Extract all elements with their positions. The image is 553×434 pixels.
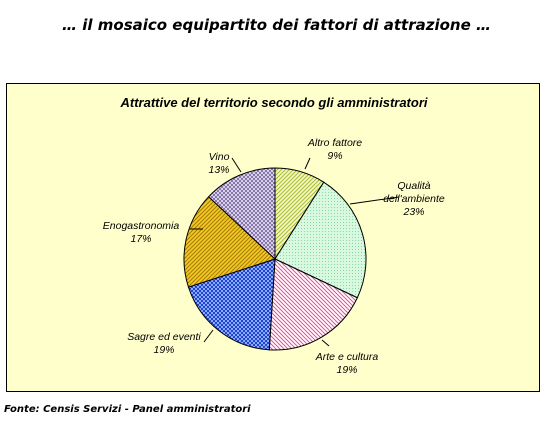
leader-line (203, 329, 214, 343)
page-heading: … il mosaico equipartito dei fattori di … (62, 16, 491, 34)
slice-label: Qualità dell'ambiente 23% (383, 180, 445, 218)
slice-label: Arte e cultura 19% (315, 351, 379, 376)
pie-slice-enogastronomia (183, 196, 276, 288)
leader-line (304, 157, 311, 170)
chart-title: Attrattive del territorio secondo gli am… (120, 95, 428, 110)
slice-label: Sagre ed eventi 19% (127, 331, 201, 356)
pie-slice-sagre-ed-eventi (187, 258, 276, 351)
slice-label: Enogastronomia 17% (103, 220, 180, 245)
chart-panel: Attrattive del territorio secondo gli am… (6, 83, 540, 392)
leader-line (349, 196, 400, 205)
pie-chart: Attrattive del territorio secondo gli am… (103, 95, 445, 376)
pie-slice-arte-e-cultura (268, 258, 359, 351)
leader-line (321, 339, 330, 347)
source-note: Fonte: Censis Servizi - Panel amministra… (4, 404, 251, 415)
pie-slice-vino (207, 167, 276, 261)
slice-label: Vino 13% (208, 151, 229, 176)
leader-line (231, 157, 242, 173)
pie-slice-qualit-dell-ambiente (274, 181, 367, 299)
slice-label: Altro fattore 9% (307, 137, 362, 162)
